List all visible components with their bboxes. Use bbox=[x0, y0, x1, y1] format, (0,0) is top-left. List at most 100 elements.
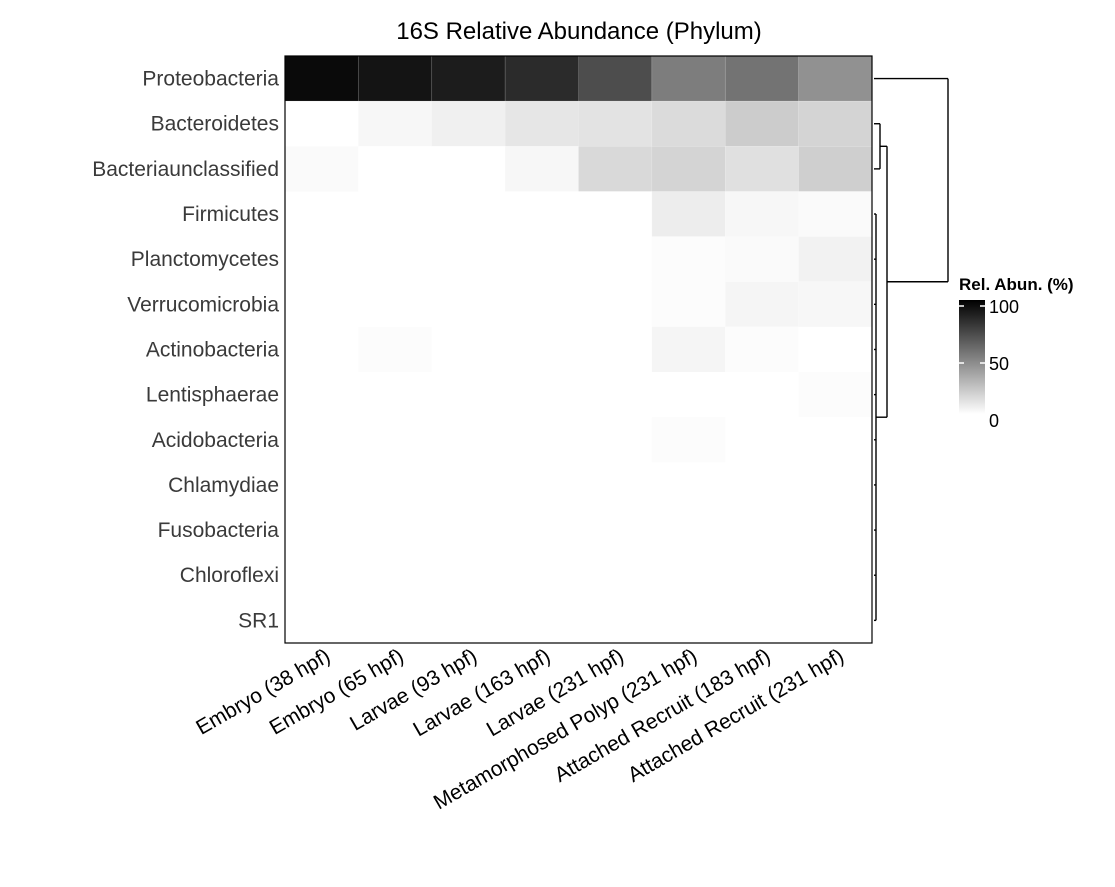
heatmap-cell bbox=[651, 462, 726, 508]
heatmap-cell bbox=[284, 236, 359, 283]
heatmap-cell bbox=[798, 462, 873, 508]
heatmap-panel-border bbox=[284, 55, 873, 644]
heatmap-cell bbox=[578, 55, 653, 102]
row-label: Firmicutes bbox=[182, 203, 279, 226]
heatmap-cell bbox=[284, 191, 359, 237]
heatmap-cell bbox=[284, 416, 359, 463]
heatmap-cell bbox=[798, 371, 873, 418]
heatmap-cell bbox=[724, 416, 799, 463]
heatmap-cell bbox=[651, 100, 726, 147]
heatmap-cell bbox=[284, 462, 359, 508]
heatmap-cell bbox=[504, 462, 579, 508]
heatmap-cell bbox=[798, 281, 873, 328]
legend-title: Rel. Abun. (%) bbox=[959, 275, 1074, 294]
heatmap-cell bbox=[431, 416, 506, 463]
heatmap-cell bbox=[284, 597, 359, 644]
heatmap-cell bbox=[431, 100, 506, 147]
heatmap-cell bbox=[358, 597, 433, 644]
chart-title: 16S Relative Abundance (Phylum) bbox=[396, 18, 762, 45]
heatmap-cell bbox=[798, 191, 873, 237]
color-legend: Rel. Abun. (%) 100 50 0 bbox=[959, 275, 1074, 431]
row-dendrogram bbox=[874, 77, 949, 622]
heatmap-cell bbox=[651, 416, 726, 463]
heatmap-cell bbox=[284, 371, 359, 418]
heatmap-cell bbox=[284, 146, 359, 192]
row-label: Proteobacteria bbox=[142, 68, 279, 91]
heatmap-cell bbox=[358, 146, 433, 192]
heatmap-cell bbox=[504, 55, 579, 102]
heatmap-cell bbox=[284, 55, 359, 102]
heatmap-cell bbox=[578, 371, 653, 418]
heatmap-cell bbox=[431, 552, 506, 599]
heatmap-cell bbox=[798, 100, 873, 147]
heatmap-cell bbox=[798, 416, 873, 463]
heatmap-cell bbox=[578, 416, 653, 463]
heatmap-cell bbox=[724, 552, 799, 599]
heatmap-cell bbox=[651, 55, 726, 102]
heatmap-cell bbox=[578, 507, 653, 553]
legend-tick-label: 50 bbox=[989, 354, 1009, 374]
heatmap-cell bbox=[651, 326, 726, 373]
heatmap-cell bbox=[578, 552, 653, 599]
column-labels: Embryo (38 hpf)Embryo (65 hpf)Larvae (93… bbox=[192, 644, 848, 814]
heatmap-cell bbox=[504, 552, 579, 599]
heatmap-cell bbox=[358, 100, 433, 147]
heatmap-cell bbox=[724, 597, 799, 644]
heatmap-cell bbox=[724, 55, 799, 102]
heatmap-cell bbox=[724, 281, 799, 328]
heatmap-cell bbox=[431, 236, 506, 283]
heatmap-cell bbox=[798, 146, 873, 192]
heatmap-cell bbox=[284, 100, 359, 147]
heatmap-cell bbox=[578, 597, 653, 644]
row-label: Chloroflexi bbox=[180, 564, 279, 587]
heatmap-cell bbox=[431, 55, 506, 102]
heatmap-cell bbox=[358, 507, 433, 553]
row-label: Actinobacteria bbox=[146, 338, 279, 361]
heatmap-cell bbox=[358, 191, 433, 237]
heatmap-cell bbox=[798, 552, 873, 599]
heatmap-cell bbox=[724, 100, 799, 147]
row-label: Planctomycetes bbox=[131, 248, 279, 271]
row-label: Lentisphaerae bbox=[146, 384, 279, 407]
heatmap-cell bbox=[431, 597, 506, 644]
heatmap-cell bbox=[504, 507, 579, 553]
heatmap-cell bbox=[504, 416, 579, 463]
heatmap-cell bbox=[724, 191, 799, 237]
heatmap-cell bbox=[578, 191, 653, 237]
heatmap-cell bbox=[651, 281, 726, 328]
heatmap-cell bbox=[578, 326, 653, 373]
heatmap-cell bbox=[358, 55, 433, 102]
heatmap-cell bbox=[358, 236, 433, 283]
heatmap-cell bbox=[578, 146, 653, 192]
row-label: Bacteroidetes bbox=[151, 113, 279, 136]
heatmap-cell bbox=[651, 371, 726, 418]
heatmap-cell bbox=[651, 146, 726, 192]
heatmap-cell bbox=[724, 371, 799, 418]
heatmap-cell bbox=[724, 507, 799, 553]
heatmap-cell bbox=[504, 326, 579, 373]
heatmap-cell bbox=[651, 236, 726, 283]
heatmap-cell bbox=[504, 146, 579, 192]
heatmap-cells bbox=[284, 55, 873, 644]
heatmap-cell bbox=[431, 462, 506, 508]
heatmap-cell bbox=[798, 597, 873, 644]
heatmap-cell bbox=[431, 191, 506, 237]
heatmap-cell bbox=[358, 416, 433, 463]
heatmap-cell bbox=[431, 507, 506, 553]
heatmap-cell bbox=[431, 326, 506, 373]
heatmap-cell bbox=[724, 236, 799, 283]
heatmap-cell bbox=[504, 191, 579, 237]
legend-tick-label: 0 bbox=[989, 411, 999, 431]
heatmap-cell bbox=[431, 371, 506, 418]
heatmap-cell bbox=[284, 552, 359, 599]
heatmap-cell bbox=[358, 552, 433, 599]
heatmap-cell bbox=[798, 236, 873, 283]
legend-tick-label: 100 bbox=[989, 297, 1019, 317]
heatmap-cell bbox=[358, 462, 433, 508]
heatmap-cell bbox=[504, 371, 579, 418]
heatmap-cell bbox=[798, 507, 873, 553]
heatmap-cell bbox=[578, 462, 653, 508]
legend-colorbar bbox=[959, 300, 985, 414]
heatmap-cell bbox=[504, 236, 579, 283]
